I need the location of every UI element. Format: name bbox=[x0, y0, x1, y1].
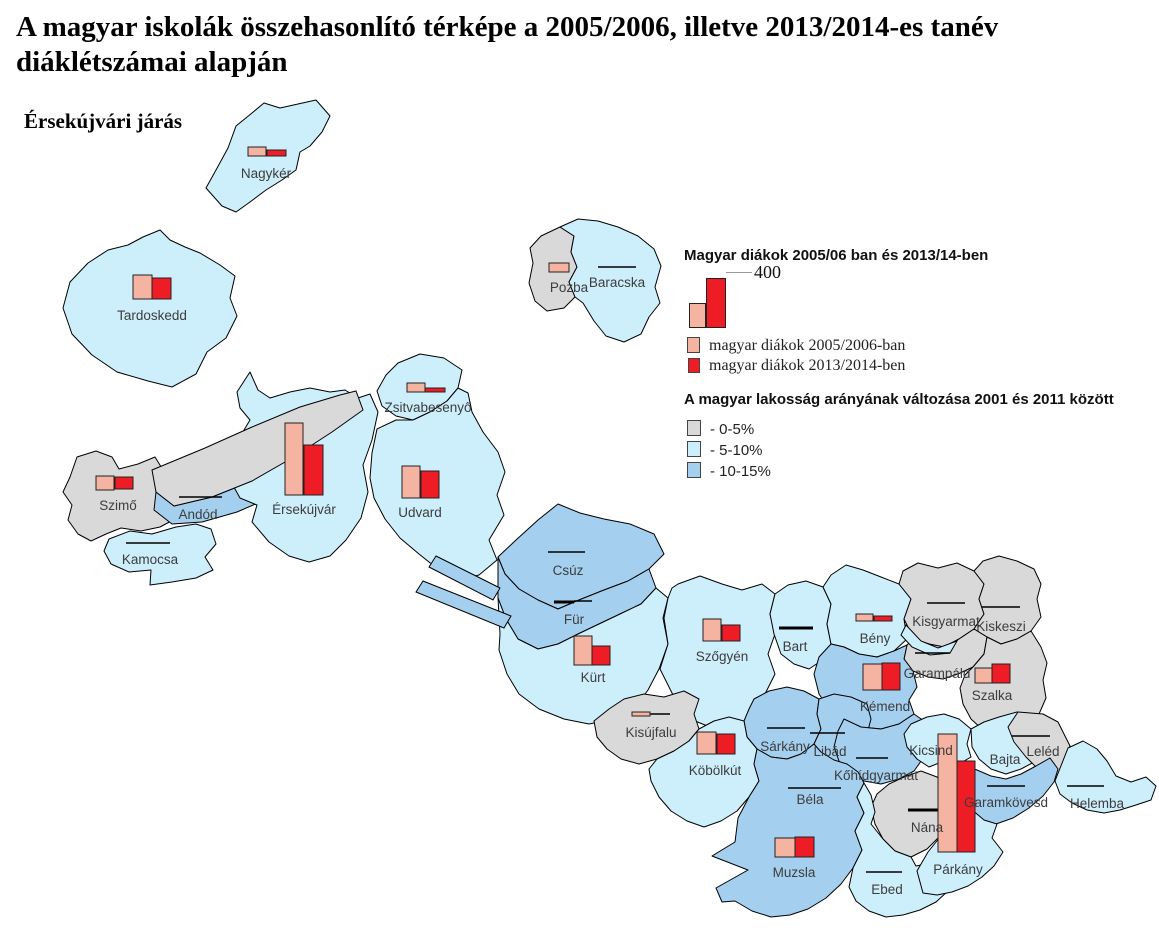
region-tardoskedd bbox=[62, 229, 238, 388]
region-label-csuz: Csúz bbox=[553, 563, 584, 578]
region-label-pozba: Pozba bbox=[550, 280, 589, 295]
region-label-szalka: Szalka bbox=[972, 688, 1013, 703]
bar-2005-pozba bbox=[548, 262, 570, 273]
legend-class-label-10-15: - 10-15% bbox=[710, 463, 771, 480]
bar-2013-kurt bbox=[591, 645, 611, 666]
region-label-beny: Bény bbox=[860, 631, 891, 646]
page-title: A magyar iskolák összehasonlító térképe … bbox=[16, 11, 999, 79]
region-label-fur: Für bbox=[564, 612, 585, 627]
bar-2013-zsitvabesenyo bbox=[424, 387, 446, 393]
bar-2005-szogyen bbox=[702, 618, 722, 642]
bar-2005-beny bbox=[855, 613, 874, 622]
legend-choropleth-title: A magyar lakosság arányának változása 20… bbox=[684, 391, 1114, 408]
region-label-garampald: Garampáld bbox=[904, 666, 971, 681]
bar-2013-ersekujvar bbox=[303, 444, 324, 496]
bar-2013-muzsla bbox=[794, 836, 815, 858]
region-kiskeszi bbox=[973, 555, 1042, 645]
region-label-leled: Leléd bbox=[1026, 744, 1059, 759]
region-label-muzsla: Muzsla bbox=[773, 865, 816, 880]
legend-swatch-10-15 bbox=[687, 462, 701, 478]
bar-2005-udvard bbox=[401, 465, 421, 499]
legend-swatch-2013 bbox=[688, 358, 700, 373]
region-label-ebed: Ebed bbox=[871, 882, 903, 897]
district-label: Érsekújvári járás bbox=[24, 109, 183, 133]
region-label-helemba: Helemba bbox=[1070, 796, 1125, 811]
bar-2013-szalka bbox=[991, 663, 1011, 684]
bar-2013-kobolkut bbox=[716, 733, 736, 755]
bar-2013-tardoskedd bbox=[151, 277, 172, 300]
region-szalka bbox=[959, 630, 1048, 738]
region-label-kiskeszi: Kiskeszi bbox=[976, 619, 1026, 634]
region-label-zsitvabesenyo: Zsitvabesenyő bbox=[384, 400, 471, 415]
bar-2005-kurt bbox=[573, 635, 593, 666]
bar-2013-szimo bbox=[114, 476, 134, 490]
region-label-kisujfalu: Kisújfalu bbox=[625, 725, 676, 740]
region-label-kisgyarmat: Kisgyarmat bbox=[912, 614, 980, 629]
legend-class-label-0-5: - 0-5% bbox=[710, 421, 755, 438]
bar-2005-kisujfalu bbox=[631, 711, 651, 717]
region-label-kicsind: Kicsind bbox=[909, 743, 953, 758]
legend-swatch-5-10 bbox=[687, 441, 701, 457]
bar-2005-kemend bbox=[862, 663, 883, 691]
legend-sample-bar-2005 bbox=[689, 303, 706, 328]
region-label-baracska: Baracska bbox=[589, 275, 646, 290]
region-label-udvard: Udvard bbox=[398, 505, 442, 520]
region-label-bajta: Bajta bbox=[990, 752, 1021, 767]
region-strip-2 bbox=[415, 580, 512, 629]
region-label-tardoskedd: Tardoskedd bbox=[117, 308, 187, 323]
region-label-nana: Nána bbox=[911, 820, 944, 835]
region-label-andod: Andód bbox=[178, 507, 217, 522]
region-label-bela: Béla bbox=[796, 792, 824, 807]
region-baracska bbox=[559, 218, 662, 343]
legend-series-label-2013: magyar diákok 2013/2014-ben bbox=[709, 357, 906, 374]
region-label-kamocsa: Kamocsa bbox=[122, 552, 179, 567]
bar-2013-beny bbox=[873, 615, 893, 622]
bar-2013-udvard bbox=[420, 470, 440, 499]
bar-2005-muzsla bbox=[774, 837, 796, 858]
legend-scale-line bbox=[726, 272, 752, 273]
legend-series-label-2005: magyar diákok 2005/2006-ban bbox=[709, 337, 906, 354]
legend-scale-value: 400 bbox=[754, 262, 781, 282]
bar-2005-nagyker bbox=[247, 146, 267, 157]
region-label-szogyen: Szőgyén bbox=[696, 649, 749, 664]
region-label-kurt: Kürt bbox=[581, 670, 606, 685]
legend-class-label-5-10: - 5-10% bbox=[710, 442, 763, 459]
region-strip-1 bbox=[428, 555, 501, 601]
region-label-libad: Libád bbox=[813, 744, 846, 759]
legend-swatch-0-5 bbox=[687, 420, 701, 436]
legend-sample-bar-2013 bbox=[706, 278, 726, 328]
bar-2005-szalka bbox=[974, 667, 993, 684]
bar-2005-zsitvabesenyo bbox=[406, 382, 426, 393]
legend-bars-title: Magyar diákok 2005/06 ban és 2013/14-ben bbox=[684, 247, 989, 264]
region-label-garamkovesd: Garamkövesd bbox=[964, 795, 1048, 810]
legend-swatch-2005 bbox=[687, 337, 700, 353]
bar-2005-tardoskedd bbox=[132, 274, 153, 300]
region-kohidgyarmat bbox=[833, 713, 925, 785]
bar-2013-kemend bbox=[881, 662, 901, 691]
bar-2005-szimo bbox=[95, 475, 115, 491]
bar-2013-parkany bbox=[956, 760, 976, 853]
region-label-nagyker: Nagykér bbox=[241, 166, 292, 181]
region-label-kemend: Kémend bbox=[860, 699, 910, 714]
bar-2005-kobolkut bbox=[696, 731, 717, 755]
region-label-bart: Bart bbox=[783, 639, 808, 654]
bar-2013-szogyen bbox=[721, 624, 741, 642]
region-strip-0 bbox=[151, 390, 364, 507]
region-label-kohidgyarmat: Kőhídgyarmat bbox=[834, 768, 918, 783]
bar-2005-ersekujvar bbox=[284, 422, 304, 496]
region-label-parkany: Párkány bbox=[933, 862, 983, 877]
region-label-szimo: Szimő bbox=[99, 498, 137, 513]
region-kamocsa bbox=[103, 523, 217, 586]
bar-2013-nagyker bbox=[266, 149, 287, 157]
region-helemba bbox=[1054, 740, 1157, 814]
region-label-ersekujvar: Érsekújvár bbox=[272, 502, 336, 517]
region-label-kobolkut: Köbölkút bbox=[689, 763, 742, 778]
region-label-sarkany: Sárkány bbox=[760, 739, 810, 754]
